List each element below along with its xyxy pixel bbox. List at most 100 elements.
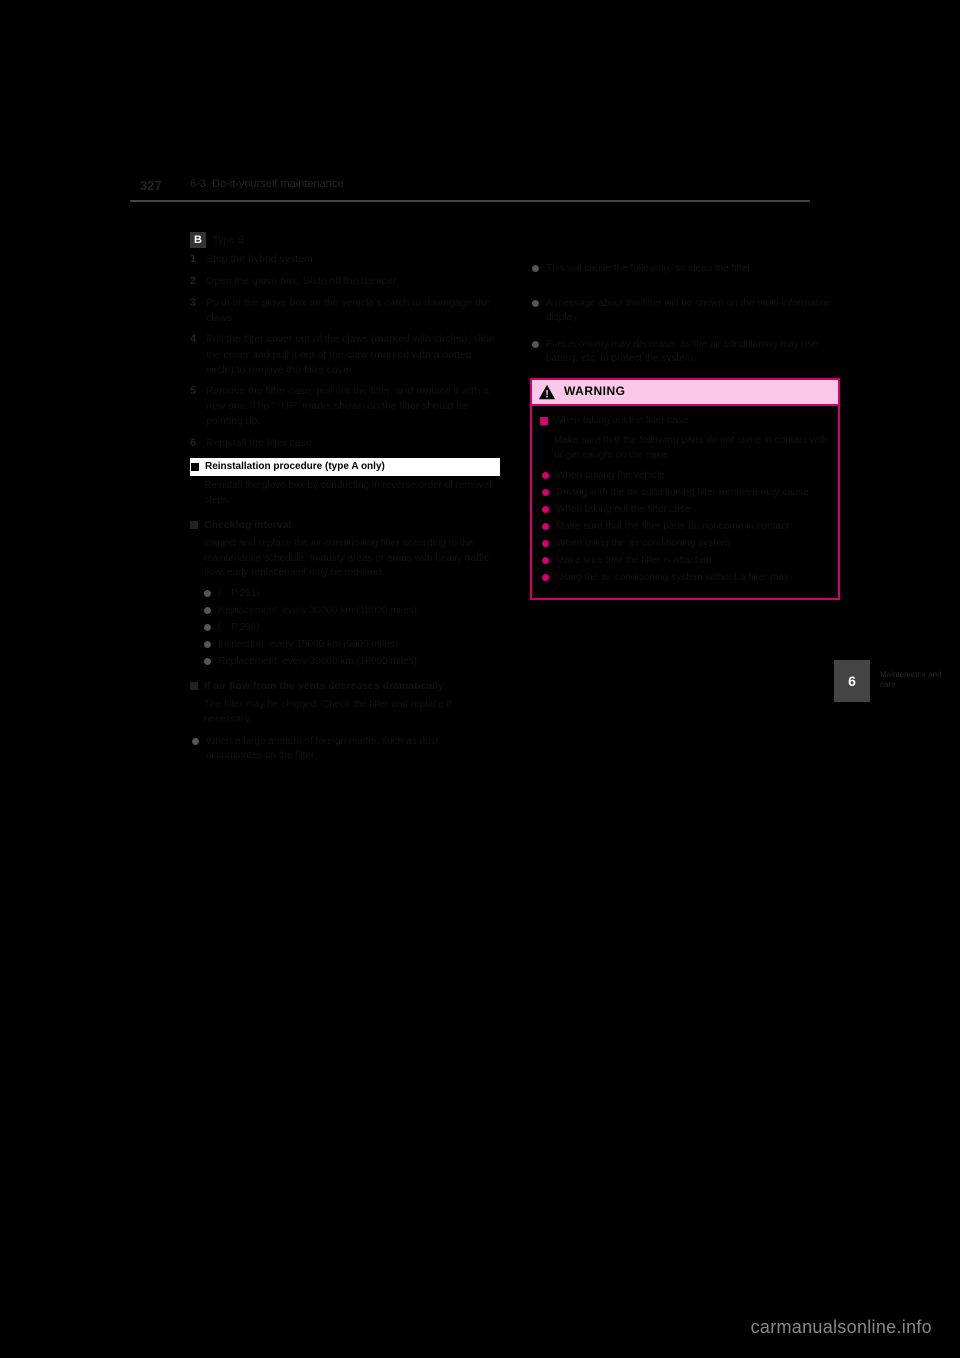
note-heading-row: Checking interval — [190, 518, 500, 533]
circle-bullet-magenta-icon — [542, 523, 549, 530]
step-number: 3 — [190, 296, 206, 326]
circle-bullet-magenta-icon — [542, 472, 549, 479]
warning-bullet-text: Using the air conditioning system withou… — [556, 571, 830, 585]
bullet-text: When a large amount of foreign matter, s… — [206, 735, 500, 763]
circle-bullet-icon — [532, 265, 539, 272]
square-bullet-icon — [190, 682, 198, 690]
square-bullet-icon — [191, 463, 199, 471]
warning-bullet-row: Driving with the air conditioning filter… — [540, 486, 830, 500]
warning-intro: Make sure that the following parts do no… — [540, 434, 830, 463]
warning-bullet-text: When driving the vehicle — [556, 469, 830, 483]
warning-bullet-row: When taking out the filter case — [540, 503, 830, 517]
bullet-row: Replacement: every 30000 km (18000 miles… — [190, 655, 500, 669]
chapter-tab-label: Maintenance and care — [880, 670, 950, 689]
header-rule — [130, 200, 810, 202]
circle-bullet-icon — [192, 738, 199, 745]
svg-text:!: ! — [545, 388, 549, 400]
circle-bullet-magenta-icon — [542, 574, 549, 581]
circle-bullet-icon — [204, 641, 211, 648]
bullet-text: (→P.291) — [218, 587, 500, 601]
chapter-tab-number: 6 — [848, 673, 856, 689]
chapter-tab: 6 — [834, 660, 870, 702]
type-b-label: Type B — [213, 235, 244, 246]
type-b-badge: B — [190, 232, 206, 248]
bullet-row: This will cause the following, so clean … — [530, 262, 840, 276]
warning-bullet-text: Make sure that the filter is attached — [556, 554, 830, 568]
step-row: 5 Remove the filter case, pull out the f… — [190, 384, 500, 430]
circle-bullet-icon — [532, 300, 539, 307]
step-number: 2 — [190, 274, 206, 290]
bullet-text: Replacement: every 30000 km (18000 miles… — [218, 604, 500, 618]
circle-bullet-icon — [204, 607, 211, 614]
warning-body: When taking out the filter case Make sur… — [532, 406, 838, 598]
step-number: 4 — [190, 332, 206, 378]
bullet-text: Replacement: every 30000 km (18000 miles… — [218, 655, 500, 669]
step-text: Remove the filter case, pull out the fil… — [206, 384, 500, 430]
warning-bullet-row: When using the air conditioning system — [540, 537, 830, 551]
warning-bullet-row: Using the air conditioning system withou… — [540, 571, 830, 585]
warning-bullet-text: Driving with the air conditioning filter… — [556, 486, 830, 500]
warning-bullet-text: When taking out the filter case — [556, 503, 830, 517]
warning-bullet-row: Make sure that the filter is attached — [540, 554, 830, 568]
circle-bullet-icon — [204, 590, 211, 597]
step-number: 5 — [190, 384, 206, 430]
bullet-text: Inspection: every 15000 km (9000 miles) — [218, 638, 500, 652]
bullet-text: A message about the filter will be shown… — [546, 297, 840, 325]
bullet-row: (→P.296) — [190, 621, 500, 635]
step-text: Open the glove box. Slide off the damper… — [206, 274, 500, 290]
left-column: B Type B 1 Stop the hybrid system. 2 Ope… — [190, 232, 500, 766]
circle-bullet-magenta-icon — [542, 540, 549, 547]
bullet-row: Replacement: every 30000 km (18000 miles… — [190, 604, 500, 618]
step-row: 3 Push in the glove box on the vehicle's… — [190, 296, 500, 326]
right-column: This will cause the following, so clean … — [530, 232, 840, 600]
warning-bullet-text: When using the air conditioning system — [556, 537, 830, 551]
bullet-text: (→P.296) — [218, 621, 500, 635]
warning-triangle-icon: ! — [538, 383, 556, 401]
bullet-row: A message about the filter will be shown… — [530, 297, 840, 325]
bullet-row: Fuel economy may decrease, as the air co… — [530, 338, 840, 366]
watermark: carmanualsonline.info — [751, 1317, 932, 1338]
step-row: 2 Open the glove box. Slide off the damp… — [190, 274, 500, 290]
circle-bullet-icon — [532, 341, 539, 348]
note-heading: Checking interval — [204, 518, 292, 533]
note-heading-highlight: Reinstallation procedure (type A only) — [190, 458, 500, 477]
bullet-text: This will cause the following, so clean … — [546, 262, 840, 276]
note-body: Inspect and replace the air conditioning… — [190, 537, 500, 581]
note-heading-row: If air flow from the vents decreases dra… — [190, 679, 500, 694]
note-heading: If air flow from the vents decreases dra… — [204, 679, 444, 694]
step-text: Pull the filter cover out of the claws (… — [206, 332, 500, 378]
warning-box: ! WARNING When taking out the filter cas… — [530, 378, 840, 600]
circle-bullet-icon — [204, 624, 211, 631]
step-number: 6 — [190, 436, 206, 452]
bullet-text: Fuel economy may decrease, as the air co… — [546, 338, 840, 366]
warning-sub-heading-text: When taking out the filter case — [554, 414, 830, 428]
step-row: 1 Stop the hybrid system. — [190, 252, 500, 268]
circle-bullet-magenta-icon — [542, 489, 549, 496]
step-number: 1 — [190, 252, 206, 268]
bullet-row: When a large amount of foreign matter, s… — [190, 735, 500, 763]
circle-bullet-icon — [204, 658, 211, 665]
note-heading: Reinstallation procedure (type A only) — [205, 460, 499, 475]
square-bullet-icon — [190, 521, 198, 529]
step-row: 4 Pull the filter cover out of the claws… — [190, 332, 500, 378]
bullet-row: (→P.291) — [190, 587, 500, 601]
note-body: Reinstall the glove box by conducting in… — [190, 479, 500, 508]
circle-bullet-magenta-icon — [542, 506, 549, 513]
warning-title: WARNING — [564, 383, 626, 400]
warning-header: ! WARNING — [532, 380, 838, 406]
warning-bullet-row: When driving the vehicle — [540, 469, 830, 483]
step-text: Reinstall the filter case. — [206, 436, 500, 452]
warning-bullet-text: Make sure that the filter parts do not c… — [556, 520, 830, 534]
square-bullet-magenta-icon — [540, 417, 548, 425]
note-body: The filter may be clogged. Check the fil… — [190, 698, 500, 727]
step-text: Stop the hybrid system. — [206, 252, 500, 268]
bullet-row: Inspection: every 15000 km (9000 miles) — [190, 638, 500, 652]
circle-bullet-magenta-icon — [542, 557, 549, 564]
manual-page: 327 6-3. Do-it-yourself maintenance B Ty… — [130, 160, 810, 1060]
page-number: 327 — [140, 178, 162, 193]
warning-bullet-row: Make sure that the filter parts do not c… — [540, 520, 830, 534]
step-row: 6 Reinstall the filter case. — [190, 436, 500, 452]
step-text: Push in the glove box on the vehicle's c… — [206, 296, 500, 326]
section-title: 6-3. Do-it-yourself maintenance — [190, 178, 343, 190]
warning-sub-heading: When taking out the filter case — [540, 414, 830, 428]
